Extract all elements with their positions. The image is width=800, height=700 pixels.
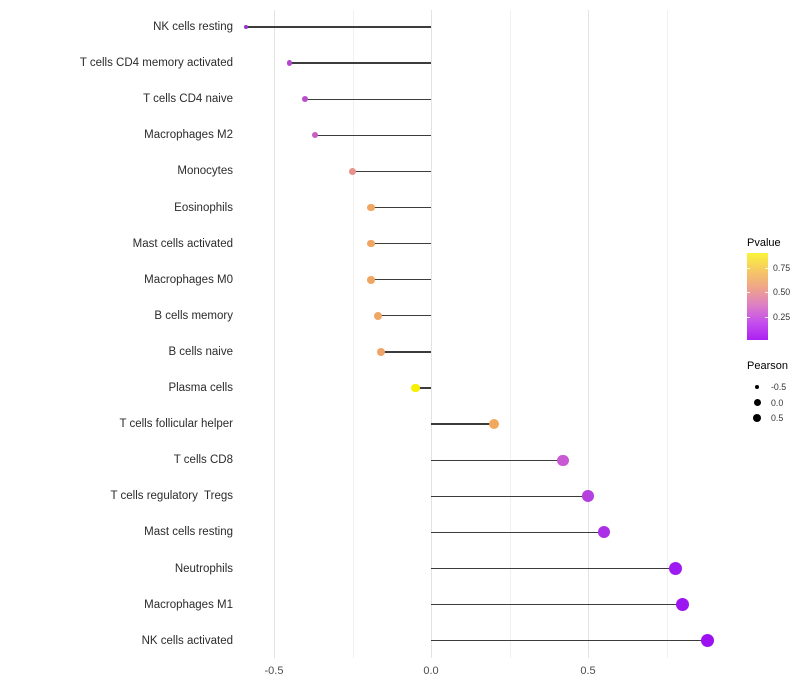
data-point: [367, 203, 376, 212]
data-point: [367, 275, 376, 284]
pearson-size-label: 0.0: [771, 397, 784, 408]
lollipop-stem: [380, 351, 431, 353]
data-point: [410, 383, 420, 393]
gridline-minor: [509, 10, 511, 658]
gridline-minor: [352, 10, 354, 658]
pearson-size-dot: [753, 399, 761, 406]
y-axis-label: Plasma cells: [168, 382, 233, 394]
x-axis-tick-label: 0.5: [580, 665, 596, 677]
pearson-size-label: -0.5: [771, 382, 787, 392]
data-point: [675, 598, 689, 612]
data-point: [669, 562, 683, 575]
pvalue-tick-label: 0.50: [773, 287, 791, 298]
plot-panel: [219, 10, 731, 658]
pearson-size-dot: [752, 413, 762, 423]
lollipop-stem: [431, 423, 494, 425]
data-point: [373, 311, 382, 320]
data-point: [376, 347, 385, 356]
y-axis-label: T cells CD4 memory activated: [79, 57, 233, 70]
pvalue-tick-mark: [765, 267, 768, 269]
y-axis-label: T cells CD8: [173, 454, 233, 467]
data-point: [367, 239, 376, 248]
lollipop-stem: [415, 387, 431, 389]
gridline-minor: [666, 10, 668, 658]
y-axis-label: T cells CD4 naive: [143, 93, 233, 106]
lollipop-stem: [371, 279, 431, 281]
lollipop-stem: [305, 98, 431, 100]
y-axis-label: T cells regulatory Tregs: [110, 490, 233, 503]
data-point: [286, 60, 293, 66]
pvalue-colorbar: [747, 253, 768, 340]
y-axis-label: Mast cells activated: [132, 237, 233, 250]
pearson-legend-title: Pearson: [747, 360, 788, 372]
lollipop-stem: [245, 26, 431, 28]
y-axis-label: Macrophages M1: [144, 598, 233, 611]
y-axis-label: Macrophages M0: [144, 273, 233, 286]
y-axis-label: NK cells activated: [141, 634, 233, 647]
data-point: [243, 25, 248, 29]
y-axis-label: B cells memory: [154, 309, 233, 322]
x-axis-tick-label: -0.5: [264, 665, 284, 677]
pvalue-tick-label: 0.25: [773, 311, 791, 322]
pvalue-tick-mark: [747, 267, 750, 269]
pearson-size-dot: [754, 384, 760, 390]
pvalue-tick-label: 0.75: [773, 262, 791, 273]
gridline-major: [274, 10, 275, 658]
y-axis-label: B cells naive: [168, 345, 233, 358]
lollipop-stem: [431, 531, 604, 534]
lollipop-stem: [431, 640, 708, 642]
y-axis-label: Monocytes: [177, 165, 233, 178]
y-axis-label: Mast cells resting: [144, 526, 233, 539]
lollipop-stem: [377, 315, 431, 317]
y-axis-label: T cells follicular helper: [119, 418, 233, 431]
data-point: [311, 132, 318, 139]
lollipop-stem: [431, 603, 683, 606]
data-point: [302, 96, 309, 103]
pvalue-tick-mark: [765, 316, 768, 318]
data-point: [348, 167, 357, 176]
lollipop-stem: [289, 62, 431, 64]
lollipop-stem: [371, 242, 431, 245]
data-point: [582, 490, 594, 503]
pearson-size-label: 0.5: [771, 413, 784, 423]
pvalue-tick-mark: [747, 316, 750, 318]
data-point: [700, 633, 715, 648]
y-axis-label: Eosinophils: [174, 201, 233, 214]
lollipop-stem: [431, 495, 588, 497]
lollipop-stem: [371, 206, 431, 209]
y-axis-label: Macrophages M2: [144, 129, 233, 142]
lollipop-stem: [314, 134, 431, 136]
data-point: [488, 419, 499, 430]
pvalue-tick-mark: [765, 292, 768, 294]
y-axis-label: Neutrophils: [174, 562, 233, 575]
gridline-major: [431, 10, 432, 658]
data-point: [597, 526, 610, 539]
pvalue-tick-mark: [747, 292, 750, 294]
gridline-major: [588, 10, 589, 658]
lollipop-stem: [431, 459, 563, 461]
y-axis-label: NK cells resting: [153, 21, 233, 33]
lollipop-stem: [431, 567, 676, 570]
data-point: [557, 454, 569, 466]
pvalue-legend-title: Pvalue: [747, 237, 781, 249]
x-axis-tick-label: 0.0: [423, 665, 439, 677]
lollipop-stem: [352, 170, 431, 173]
